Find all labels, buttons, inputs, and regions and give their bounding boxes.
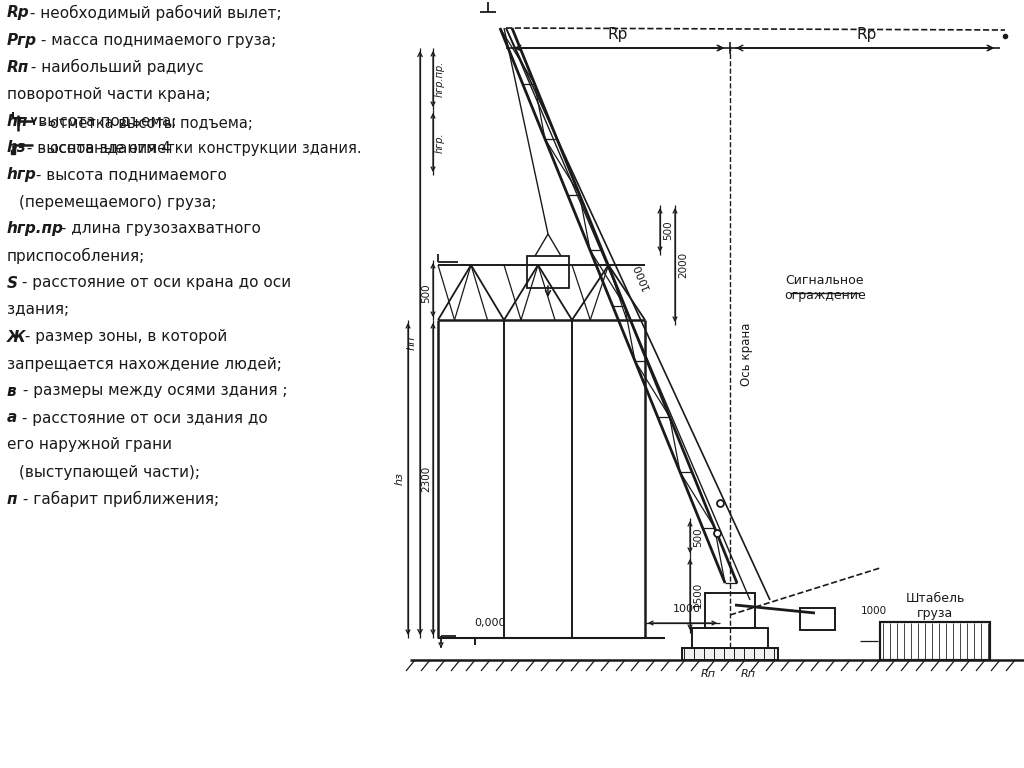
Text: - высота подъема;: - высота подъема; <box>23 114 176 128</box>
Text: 500: 500 <box>663 220 673 240</box>
Bar <box>682 648 778 660</box>
Text: - габарит приближения;: - габарит приближения; <box>18 491 219 507</box>
Text: - наибольший радиус: - наибольший радиус <box>26 59 204 75</box>
Text: здания;: здания; <box>7 303 70 317</box>
Text: S: S <box>7 276 18 290</box>
Text: hгр: hгр <box>7 167 37 183</box>
Text: Сигнальное
ограждение: Сигнальное ограждение <box>784 273 866 303</box>
Text: - расстояние от оси здания до: - расстояние от оси здания до <box>17 411 267 425</box>
Bar <box>705 593 755 628</box>
Text: 1000: 1000 <box>861 606 887 616</box>
Text: - размер зоны, в которой: - размер зоны, в которой <box>20 329 227 345</box>
Text: а: а <box>7 411 17 425</box>
Text: в: в <box>7 383 16 399</box>
Text: (перемещаемого) груза;: (перемещаемого) груза; <box>19 194 216 210</box>
Text: - основные отметки конструкции здания.: - основные отметки конструкции здания. <box>40 141 361 155</box>
Text: hз: hз <box>395 472 406 485</box>
Bar <box>527 256 569 288</box>
Text: поворотной части крана;: поворотной части крана; <box>7 87 211 101</box>
Text: Ось крана: Ось крана <box>740 323 753 386</box>
Text: п: п <box>7 492 17 507</box>
Text: 1000: 1000 <box>673 604 701 614</box>
Text: hз: hз <box>7 141 27 155</box>
Text: запрещается нахождение людей;: запрещается нахождение людей; <box>7 356 282 372</box>
Text: 1000: 1000 <box>632 261 652 291</box>
Text: - длина грузозахватного: - длина грузозахватного <box>56 221 261 237</box>
Text: 500: 500 <box>693 527 703 547</box>
Text: 2300: 2300 <box>421 466 431 492</box>
Text: Ж: Ж <box>7 329 26 345</box>
Text: - масса поднимаемого груза;: - масса поднимаемого груза; <box>36 32 276 48</box>
Text: - высота здания 4: - высота здания 4 <box>22 141 171 155</box>
Text: hп: hп <box>407 336 417 350</box>
Text: - расстояние от оси крана до оси: - расстояние от оси крана до оси <box>17 276 291 290</box>
Text: 1500: 1500 <box>693 582 703 608</box>
Text: Штабель
груза: Штабель груза <box>905 592 965 620</box>
Text: - высота поднимаемого: - высота поднимаемого <box>31 167 227 183</box>
Bar <box>880 622 990 660</box>
Text: - необходимый рабочий вылет;: - необходимый рабочий вылет; <box>25 5 282 21</box>
Text: - размеры между осями здания ;: - размеры между осями здания ; <box>18 383 288 399</box>
Text: Rп: Rп <box>700 669 716 679</box>
Text: 0,000: 0,000 <box>474 618 506 628</box>
Text: hгр.пр: hгр.пр <box>7 221 63 237</box>
Text: hп: hп <box>7 114 29 128</box>
Text: (выступающей части);: (выступающей части); <box>19 465 200 479</box>
Text: 500: 500 <box>421 283 431 303</box>
Text: приспособления;: приспособления; <box>7 248 145 264</box>
Text: Rp: Rp <box>857 27 878 41</box>
Text: Rp: Rp <box>608 27 628 41</box>
Bar <box>692 628 768 648</box>
Bar <box>800 608 835 630</box>
Text: - отметка высоты подъема;: - отметка высоты подъема; <box>40 115 253 131</box>
Text: hгр.: hгр. <box>435 133 445 154</box>
Text: 2000: 2000 <box>678 252 688 278</box>
Bar <box>880 622 990 660</box>
Text: Rp: Rp <box>7 5 30 21</box>
Text: его наружной грани: его наружной грани <box>7 438 172 452</box>
Bar <box>682 648 778 660</box>
Text: Rп: Rп <box>7 59 30 74</box>
Text: hгр.пр.: hгр.пр. <box>435 61 445 98</box>
Text: Ргр: Ргр <box>7 32 37 48</box>
Text: Rп: Rп <box>740 669 756 679</box>
